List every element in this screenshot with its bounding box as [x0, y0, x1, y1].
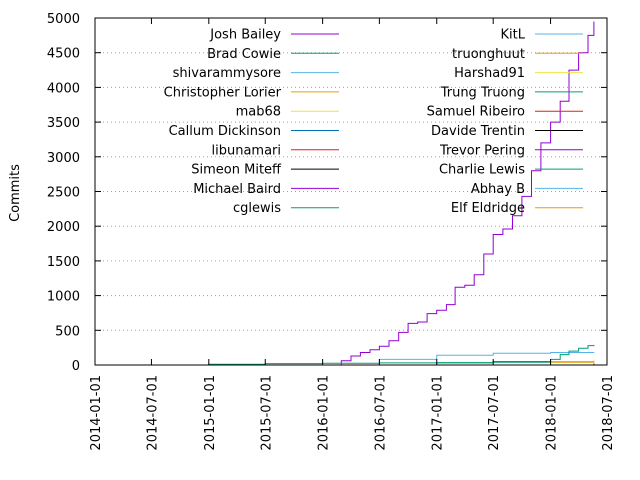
legend-item: Elf Eldridge	[451, 201, 583, 216]
legend-item: cglewis	[233, 201, 339, 216]
legend-label: Samuel Ribeiro	[427, 105, 525, 120]
legend-label: Trevor Pering	[439, 143, 525, 158]
y-axis-label: Commits	[8, 164, 23, 222]
legend: Josh Bailey Brad Cowie shivarammysore Chris…	[164, 28, 583, 216]
x-tick-label: 2014-07-01	[145, 375, 160, 451]
x-tick-label: 2017-07-01	[487, 375, 502, 451]
legend-item: Charlie Lewis	[439, 163, 583, 178]
y-tick-label: 1000	[47, 290, 80, 305]
legend-label: Trung Truong	[440, 85, 525, 100]
y-tick-label: 5000	[47, 12, 80, 27]
y-tick-label: 3500	[47, 116, 80, 131]
legend-item: Josh Bailey	[209, 28, 339, 43]
series-line	[379, 344, 595, 366]
legend-item: truonghuut	[452, 47, 583, 62]
legend-label: Simeon Miteff	[191, 163, 282, 178]
legend-label: Michael Baird	[193, 182, 281, 197]
x-tick-label: 2016-07-01	[373, 375, 388, 451]
legend-label: shivarammysore	[173, 66, 281, 81]
legend-item: Brad Cowie	[207, 47, 339, 62]
x-tick-label: 2015-01-01	[203, 375, 218, 451]
legend-label: mab68	[236, 105, 281, 120]
legend-label: cglewis	[233, 201, 281, 216]
legend-label: Callum Dickinson	[169, 124, 281, 139]
legend-label: Josh Bailey	[209, 28, 281, 43]
legend-label: Charlie Lewis	[439, 163, 525, 178]
y-tick-label: 2500	[47, 186, 80, 201]
legend-label: Davide Trentin	[431, 124, 525, 139]
series-line	[151, 361, 595, 366]
x-axis-ticks: 2014-01-01 2014-07-01 2015-01-01 2015-07-01…	[89, 18, 616, 451]
x-tick-label: 2018-07-01	[601, 375, 616, 451]
y-axis-ticks: 0 500 1000 1500 2000 2500 3000 3500 4000 4500 5000	[47, 12, 607, 374]
legend-item: Abhay B	[471, 182, 583, 197]
legend-item: mab68	[236, 105, 339, 120]
legend-label: Abhay B	[471, 182, 525, 197]
legend-item: Trung Truong	[440, 85, 583, 100]
legend-item: Samuel Ribeiro	[427, 105, 583, 120]
legend-item: libunamari	[211, 143, 339, 158]
y-tick-label: 4500	[47, 47, 80, 62]
series-line	[336, 21, 595, 366]
y-tick-label: 0	[72, 359, 80, 374]
y-tick-label: 4000	[47, 81, 80, 96]
y-tick-label: 500	[55, 324, 80, 339]
x-tick-label: 2014-01-01	[89, 375, 104, 451]
legend-item: shivarammysore	[173, 66, 339, 81]
legend-label: libunamari	[211, 143, 281, 158]
legend-label: Christopher Lorier	[164, 85, 282, 100]
y-tick-label: 3000	[47, 151, 80, 166]
x-tick-label: 2017-01-01	[431, 375, 446, 451]
y-tick-label: 1500	[47, 255, 80, 270]
x-tick-label: 2015-07-01	[259, 375, 274, 451]
legend-item: Christopher Lorier	[164, 85, 339, 100]
legend-item: KitL	[501, 28, 583, 43]
legend-item: Harshad91	[454, 66, 583, 81]
legend-item: Michael Baird	[193, 182, 339, 197]
legend-label: truonghuut	[452, 47, 525, 62]
y-tick-label: 2000	[47, 220, 80, 235]
legend-label: Brad Cowie	[207, 47, 281, 62]
legend-item: Davide Trentin	[431, 124, 583, 139]
legend-label: Elf Eldridge	[451, 201, 525, 216]
legend-label: KitL	[501, 28, 526, 43]
legend-item: Callum Dickinson	[169, 124, 339, 139]
grid-lines	[95, 52, 607, 331]
legend-item: Simeon Miteff	[191, 163, 339, 178]
x-tick-label: 2016-01-01	[317, 375, 332, 451]
x-tick-label: 2018-01-01	[545, 375, 560, 451]
legend-label: Harshad91	[454, 66, 525, 81]
legend-item: Trevor Pering	[439, 143, 583, 158]
